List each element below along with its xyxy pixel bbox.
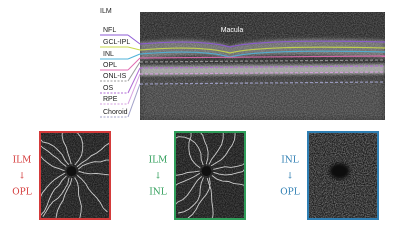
layer-connector [127,34,141,45]
layer-boundary [139,55,386,59]
layer-label: OS [103,85,113,92]
angiogram-frame [39,131,111,220]
angiogram-frame [174,131,246,220]
angiogram [39,131,111,220]
panel-label: ↓ [154,172,162,182]
layer-connector [127,73,141,105]
layer-connector [127,53,141,60]
panel-label: INL [281,156,298,166]
layer-boundary [139,59,386,63]
layer-label: ONL-IS [103,73,127,80]
panel-label: ILM [13,156,32,166]
vessels [39,131,111,220]
oct-image [140,12,385,120]
figure: ILM Macula NFL GCL-IPL INL OPL ONL-IS OS RPE Ch… [12,8,386,220]
fovea [66,166,77,177]
angiogram-noise [40,132,110,219]
panel-label: OPL [12,188,31,198]
angiogram [174,131,246,220]
layer-label: OPL [103,62,117,69]
angiogram-noise [175,132,245,219]
panel-label: ILM [149,156,168,166]
layer-boundary [139,71,386,75]
figure-canvas: ILM Macula NFL GCL-IPL INL OPL ONL-IS OS RPE Ch… [12,8,386,220]
angiogram-frame [307,131,379,220]
layer-connector [127,57,141,71]
layer-connector [127,83,141,118]
layer-label: RPE [103,96,118,103]
layer-boundary [139,81,386,85]
layer-label: GCL-IPL [103,39,130,46]
layer-boundary [139,50,386,58]
panel-label: INL [149,188,166,198]
fovea [201,166,212,177]
layer-boundary [139,40,386,48]
layer-label: INL [103,51,114,58]
panel-label: ↓ [18,172,26,182]
layer-label: NFL [103,27,116,34]
layer-label: Choroid [103,109,128,116]
ilm-label: ILM [100,8,112,15]
macula-label: Macula [221,27,244,34]
panel-label: OPL [280,188,299,198]
panel-label: ↓ [286,172,294,182]
layer-connector [127,46,141,51]
fovea [329,163,350,180]
layer-connector [127,61,141,82]
layer-connector [127,67,141,94]
angiogram [307,131,379,220]
layer-boundary [139,46,386,54]
layer-boundary [139,65,386,69]
